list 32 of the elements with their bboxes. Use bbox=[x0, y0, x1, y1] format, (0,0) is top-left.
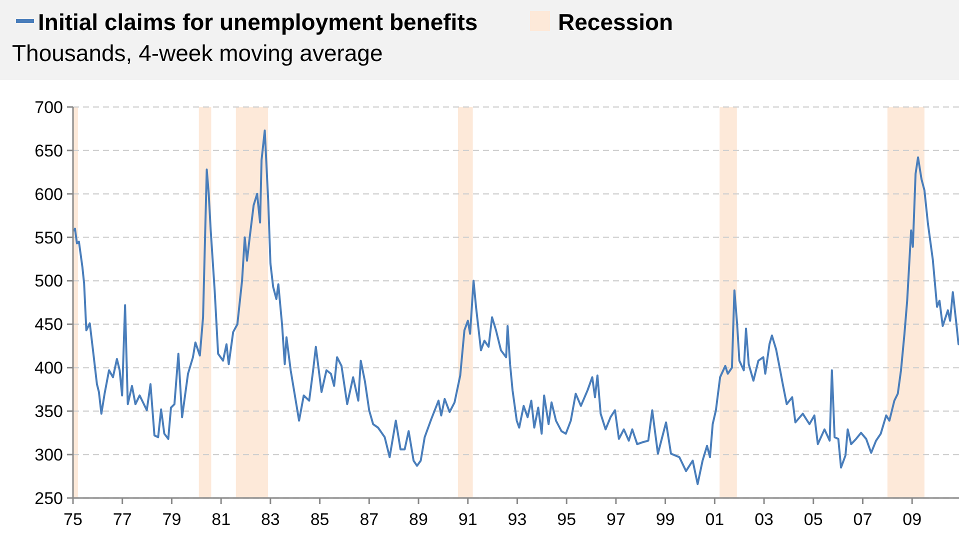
x-tick-label: 83 bbox=[260, 510, 280, 529]
x-tick-label: 77 bbox=[112, 510, 132, 529]
legend-label: Recession bbox=[558, 9, 674, 35]
x-tick-label: 81 bbox=[212, 510, 231, 529]
x-tick-label: 85 bbox=[310, 510, 330, 529]
x-tick-label: 07 bbox=[853, 510, 872, 529]
line-series bbox=[72, 129, 959, 486]
x-tick-label: 99 bbox=[656, 510, 675, 529]
y-tick-label: 450 bbox=[34, 315, 63, 334]
x-tick-label: 05 bbox=[804, 510, 823, 529]
y-tick-label: 400 bbox=[34, 358, 63, 378]
y-tick-label: 250 bbox=[34, 488, 63, 508]
x-tick-label: 89 bbox=[409, 510, 428, 529]
x-tick-label: 75 bbox=[64, 510, 82, 529]
y-tick-label: 550 bbox=[34, 228, 63, 248]
y-tick-label: 500 bbox=[34, 272, 63, 291]
chart-subtitle: Thousands, 4-week moving average bbox=[12, 40, 383, 66]
x-tick-label: 09 bbox=[902, 510, 922, 529]
y-tick-label: 700 bbox=[34, 98, 63, 117]
x-tick-label: 87 bbox=[360, 510, 379, 529]
legend-label: Initial claims for unemployment benefits bbox=[38, 9, 478, 35]
x-tick-label: 93 bbox=[508, 510, 527, 529]
y-tick-label: 300 bbox=[34, 446, 63, 465]
y-tick-label: 350 bbox=[34, 402, 63, 422]
x-tick-label: 03 bbox=[754, 510, 774, 529]
x-tick-label: 79 bbox=[162, 510, 182, 529]
y-tick-label: 600 bbox=[34, 184, 63, 204]
y-tick-label: 650 bbox=[34, 141, 63, 160]
x-tick-label: 91 bbox=[458, 510, 478, 529]
x-tick-label: 95 bbox=[557, 510, 576, 529]
x-tick-label: 97 bbox=[606, 510, 626, 529]
x-tick-label: 01 bbox=[705, 510, 724, 529]
